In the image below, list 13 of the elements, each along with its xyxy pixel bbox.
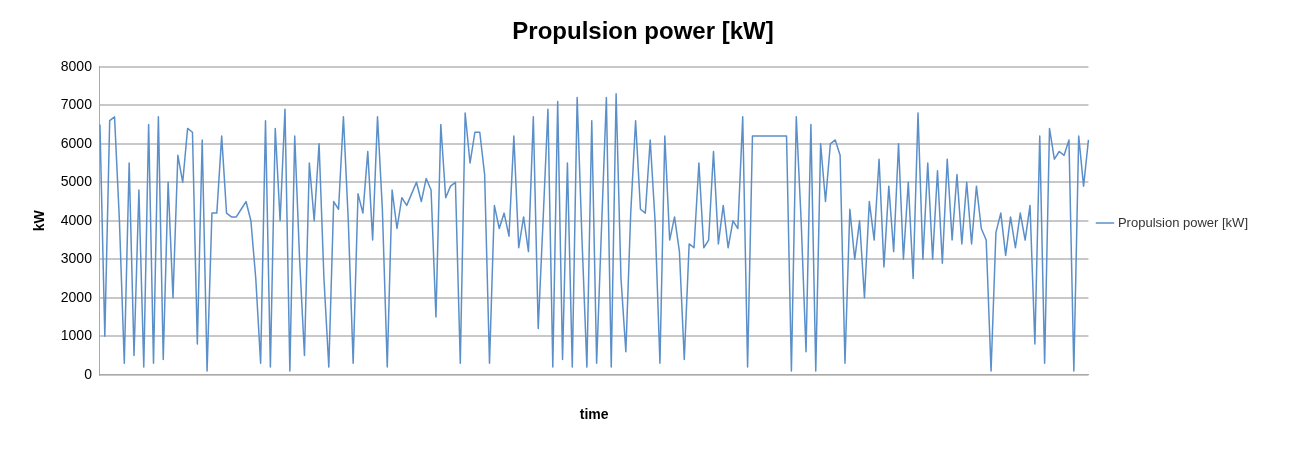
chart-title: Propulsion power [kW] — [512, 17, 774, 45]
y-tick-label: 7000 — [60, 96, 93, 113]
x-axis-title: time — [579, 406, 609, 423]
y-tick-label: 3000 — [60, 250, 93, 267]
y-tick-label: 8000 — [60, 57, 93, 74]
y-tick-label: 1000 — [60, 327, 93, 344]
y-tick-label: 6000 — [60, 134, 93, 151]
y-tick-label: 0 — [84, 365, 93, 382]
y-axis-title: kW — [31, 209, 48, 232]
y-tick-label: 2000 — [60, 288, 93, 305]
y-tick-label: 4000 — [60, 211, 93, 228]
y-tick-label: 5000 — [60, 173, 93, 190]
legend-label: Propulsion power [kW] — [1117, 214, 1249, 230]
